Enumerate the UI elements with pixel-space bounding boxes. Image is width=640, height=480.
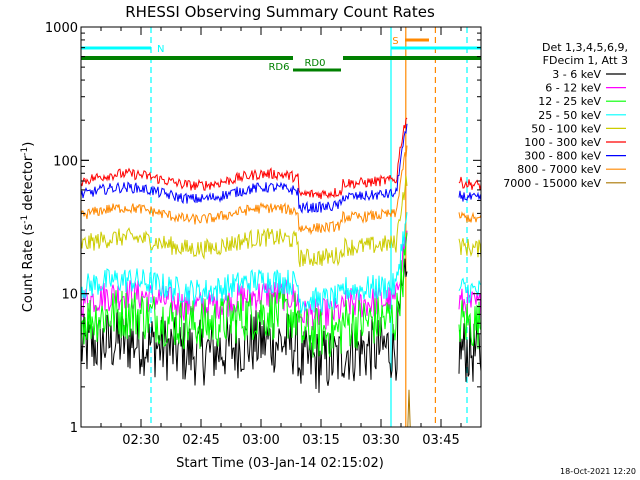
- series-line: [80, 117, 482, 200]
- series-line: [80, 175, 482, 268]
- series-line: [407, 389, 411, 428]
- legend-label: 100 - 300 keV: [524, 136, 601, 149]
- footer-date: 18-Oct-2021 12:20: [560, 467, 636, 476]
- chart-title: RHESSI Observing Summary Count Rates: [125, 3, 435, 21]
- series-line: [80, 232, 482, 358]
- y-axis-label-part-1: Count Rate (s: [21, 224, 36, 313]
- series-line: [80, 145, 482, 236]
- x-tick-label: 03:00: [242, 433, 279, 448]
- y-tick-label: 1: [70, 421, 78, 436]
- flag-label: N: [157, 44, 164, 55]
- x-axis-label: Start Time (03-Jan-14 02:15:02): [176, 456, 384, 471]
- legend-label: 25 - 50 keV: [538, 109, 601, 122]
- y-axis-label-part-2: detector: [21, 155, 36, 215]
- flag-label: S: [392, 36, 398, 47]
- x-tick-label: 02:30: [122, 433, 159, 448]
- x-tick-label: 03:30: [362, 433, 399, 448]
- legend-header-line-2: FDecim 1, Att 3: [543, 54, 628, 67]
- legend-label: 6 - 12 keV: [545, 82, 601, 95]
- legend-label: 3 - 6 keV: [552, 68, 601, 81]
- x-tick-label: 02:45: [182, 433, 219, 448]
- flag-label: RD0: [304, 58, 325, 69]
- legend-label: 7000 - 15000 keV: [503, 177, 601, 190]
- legend-label: 800 - 7000 keV: [517, 163, 601, 176]
- y-tick-label: 10: [61, 288, 78, 303]
- y-tick-label: 100: [53, 154, 78, 169]
- y-axis-label-sup-2: -1: [20, 147, 30, 156]
- legend-label: 50 - 100 keV: [531, 122, 601, 135]
- legend-header-line-1: Det 1,3,4,5,6,9,: [542, 41, 628, 54]
- y-axis-label-part-3: ): [21, 142, 36, 147]
- x-tick-label: 03:15: [302, 433, 339, 448]
- legend: Det 1,3,4,5,6,9, FDecim 1, Att 3 3 - 6 k…: [503, 41, 628, 190]
- x-tick-label: 03:45: [422, 433, 459, 448]
- y-axis-label-sup-1: -1: [20, 215, 30, 224]
- flag-label: RD6: [268, 62, 289, 73]
- y-axis-label: Count Rate (s-1 detector-1): [20, 142, 36, 313]
- y-tick-label: 1000: [45, 21, 78, 36]
- legend-label: 12 - 25 keV: [538, 95, 601, 108]
- series-line: [80, 123, 482, 214]
- legend-label: 300 - 800 keV: [524, 150, 601, 163]
